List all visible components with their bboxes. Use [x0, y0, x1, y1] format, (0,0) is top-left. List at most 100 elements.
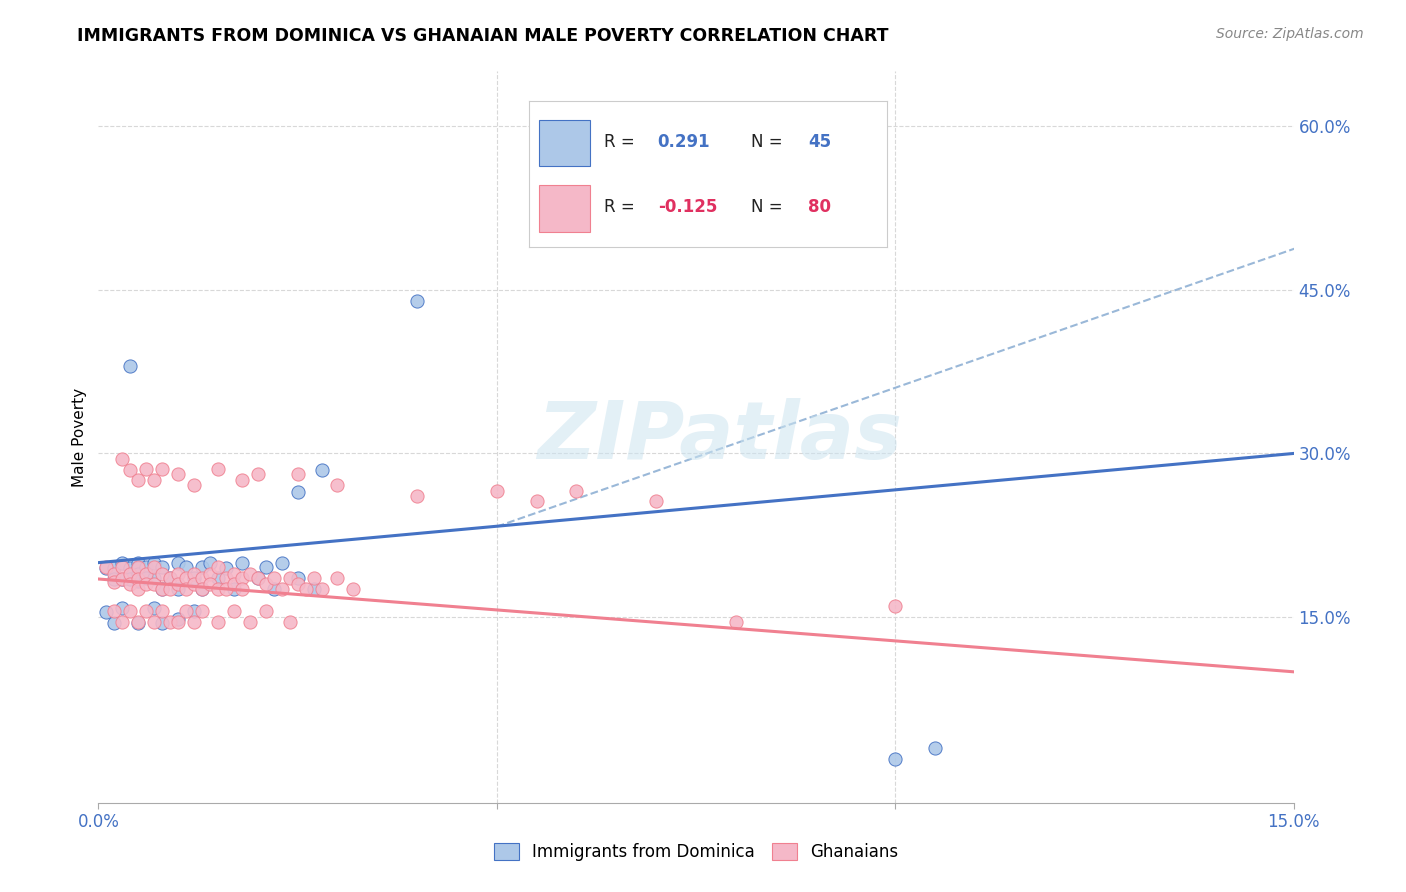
Point — [120, 359, 142, 373]
Point — [311, 463, 333, 477]
Point — [103, 575, 125, 590]
Point — [183, 615, 205, 629]
Text: IMMIGRANTS FROM DOMINICA VS GHANAIAN MALE POVERTY CORRELATION CHART: IMMIGRANTS FROM DOMINICA VS GHANAIAN MAL… — [77, 27, 889, 45]
Point — [207, 560, 229, 574]
Point — [183, 604, 205, 618]
Point — [127, 566, 149, 581]
Point — [135, 571, 157, 585]
Point — [198, 566, 221, 581]
Point — [150, 615, 173, 630]
Point — [294, 582, 316, 596]
Point — [183, 577, 205, 591]
Point — [565, 483, 588, 498]
Point — [239, 566, 262, 581]
Point — [263, 571, 285, 585]
Point — [215, 582, 238, 596]
Point — [103, 561, 125, 575]
Y-axis label: Male Poverty: Male Poverty — [72, 387, 87, 487]
Point — [167, 577, 190, 591]
Point — [198, 556, 221, 570]
Point — [222, 604, 245, 618]
Point — [246, 571, 269, 585]
Point — [231, 571, 253, 585]
Point — [174, 604, 197, 618]
Point — [120, 572, 142, 586]
Point — [254, 604, 277, 618]
Point — [143, 560, 166, 574]
Point — [103, 566, 125, 581]
Point — [167, 582, 190, 596]
Point — [326, 478, 349, 492]
Point — [302, 571, 325, 585]
Point — [111, 556, 134, 570]
Point — [111, 560, 134, 574]
Point — [589, 119, 612, 133]
Point — [263, 582, 285, 596]
Text: ZIPatlas: ZIPatlas — [537, 398, 903, 476]
Point — [884, 752, 907, 766]
Point — [159, 571, 181, 585]
Point — [526, 494, 548, 508]
Point — [127, 615, 149, 629]
Point — [231, 582, 253, 596]
Point — [167, 566, 190, 581]
Legend: Immigrants from Dominica, Ghanaians: Immigrants from Dominica, Ghanaians — [488, 836, 904, 868]
Point — [159, 615, 181, 629]
Point — [198, 577, 221, 591]
Point — [150, 566, 173, 581]
Point — [207, 571, 229, 585]
Point — [183, 566, 205, 581]
Point — [167, 467, 190, 482]
Point — [103, 572, 125, 586]
Point — [143, 577, 166, 591]
Point — [120, 561, 142, 575]
Point — [565, 141, 588, 155]
Point — [167, 615, 190, 629]
Point — [120, 604, 142, 618]
Point — [302, 582, 325, 596]
Point — [143, 556, 166, 570]
Point — [278, 615, 301, 629]
Point — [254, 560, 277, 574]
Point — [127, 615, 149, 630]
Point — [191, 560, 214, 574]
Point — [311, 582, 333, 596]
Point — [96, 560, 118, 574]
Point — [103, 604, 125, 618]
Point — [159, 571, 181, 585]
Point — [231, 556, 253, 570]
Point — [246, 571, 269, 585]
Point — [127, 473, 149, 487]
Point — [254, 577, 277, 591]
Point — [215, 561, 238, 575]
Point — [191, 604, 214, 618]
Point — [406, 489, 429, 503]
Point — [485, 483, 508, 498]
Point — [143, 473, 166, 487]
Point — [207, 582, 229, 596]
Point — [191, 582, 214, 596]
Point — [183, 478, 205, 492]
Point — [150, 582, 173, 596]
Point — [246, 467, 269, 482]
Point — [127, 582, 149, 596]
Point — [135, 604, 157, 618]
Point — [150, 582, 173, 596]
Point — [724, 615, 747, 629]
Point — [231, 473, 253, 487]
Point — [111, 572, 134, 586]
Point — [120, 566, 142, 581]
Point — [127, 572, 149, 586]
Point — [342, 582, 364, 596]
Point — [207, 615, 229, 629]
Point — [174, 571, 197, 585]
Point — [287, 484, 309, 499]
Point — [174, 582, 197, 596]
Point — [127, 556, 149, 570]
Point — [191, 582, 214, 596]
Point — [127, 560, 149, 574]
Point — [191, 571, 214, 585]
Point — [103, 615, 125, 630]
Point — [645, 494, 668, 508]
Point — [120, 463, 142, 477]
